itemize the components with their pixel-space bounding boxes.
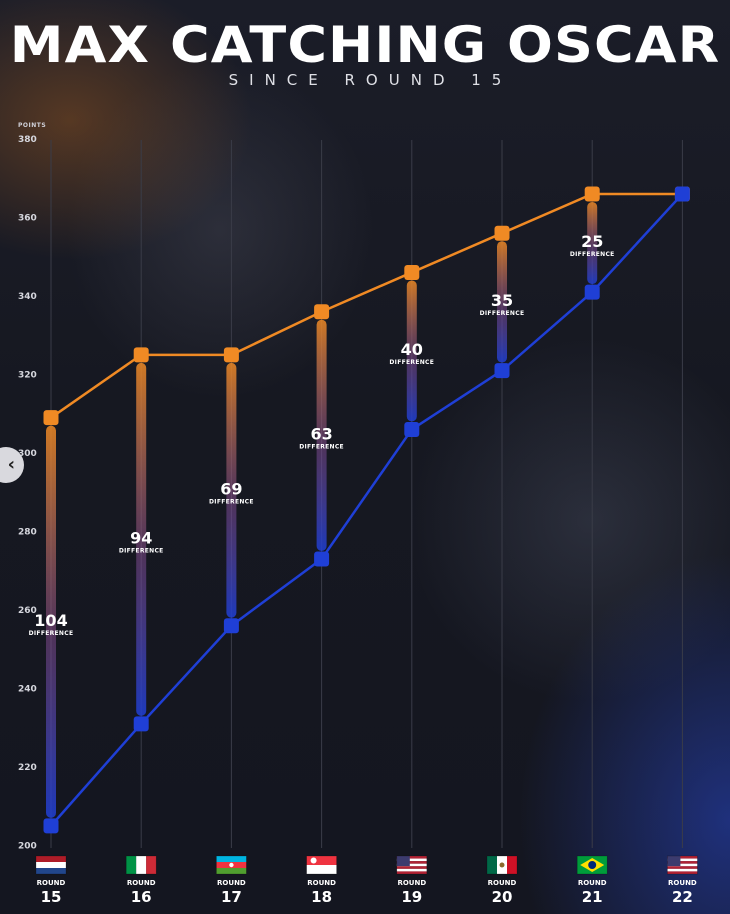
difference-value-label: 94 bbox=[130, 528, 152, 547]
x-axis-round-number: 19 bbox=[401, 888, 422, 906]
data-point-marker bbox=[224, 618, 239, 633]
data-point-marker bbox=[44, 410, 59, 425]
difference-word-label: DIFFERENCE bbox=[209, 498, 254, 505]
difference-word-label: DIFFERENCE bbox=[299, 443, 344, 450]
data-point-marker bbox=[495, 226, 510, 241]
y-tick-label: 260 bbox=[18, 606, 37, 616]
flag-italy-icon bbox=[126, 856, 156, 874]
flag-brazil-icon bbox=[577, 856, 607, 874]
difference-word-label: DIFFERENCE bbox=[570, 251, 615, 258]
data-point-marker bbox=[495, 363, 510, 378]
x-axis-round-prefix: ROUND bbox=[37, 879, 66, 887]
x-axis-round-number: 16 bbox=[131, 888, 152, 906]
y-tick-label: 200 bbox=[18, 842, 37, 852]
difference-word-label: DIFFERENCE bbox=[29, 630, 74, 637]
difference-value-label: 25 bbox=[581, 232, 603, 251]
x-axis-round-number: 15 bbox=[41, 888, 62, 906]
data-point-marker bbox=[404, 265, 419, 280]
x-axis-round-prefix: ROUND bbox=[488, 879, 517, 887]
difference-value-label: 40 bbox=[401, 340, 423, 359]
data-point-marker bbox=[44, 818, 59, 833]
x-axis-round-number: 22 bbox=[672, 888, 693, 906]
x-axis-round-prefix: ROUND bbox=[127, 879, 156, 887]
data-point-marker bbox=[585, 285, 600, 300]
difference-value-label: 63 bbox=[310, 424, 332, 443]
x-axis-round-number: 21 bbox=[582, 888, 603, 906]
flag-mexico-icon bbox=[487, 856, 517, 874]
x-axis-round-prefix: ROUND bbox=[578, 879, 607, 887]
difference-word-label: DIFFERENCE bbox=[119, 547, 164, 554]
difference-word-label: DIFFERENCE bbox=[480, 310, 525, 317]
difference-value-label: 104 bbox=[34, 611, 67, 630]
difference-value-label: 69 bbox=[220, 479, 242, 498]
chevron-left-icon: ‹ bbox=[8, 454, 15, 475]
y-tick-label: 320 bbox=[18, 371, 37, 381]
data-point-marker bbox=[314, 551, 329, 566]
y-tick-label: 380 bbox=[18, 135, 37, 145]
flag-azerbaijan-icon bbox=[216, 856, 246, 874]
x-axis-round-number: 17 bbox=[221, 888, 242, 906]
difference-value-label: 35 bbox=[491, 291, 513, 310]
y-tick-label: 360 bbox=[18, 214, 37, 224]
y-tick-label: 280 bbox=[18, 528, 37, 538]
data-point-marker bbox=[314, 304, 329, 319]
x-axis-round-number: 20 bbox=[492, 888, 513, 906]
data-point-marker bbox=[224, 347, 239, 362]
x-axis-round-number: 18 bbox=[311, 888, 332, 906]
flag-usa-icon bbox=[397, 856, 427, 874]
y-tick-label: 340 bbox=[18, 292, 37, 302]
x-axis-round-prefix: ROUND bbox=[217, 879, 246, 887]
data-point-marker bbox=[404, 422, 419, 437]
data-point-marker bbox=[675, 186, 690, 201]
x-axis-round-prefix: ROUND bbox=[668, 879, 697, 887]
flag-netherlands-icon bbox=[36, 856, 66, 874]
x-axis-round-prefix: ROUND bbox=[307, 879, 336, 887]
data-point-marker bbox=[134, 716, 149, 731]
data-point-marker bbox=[585, 186, 600, 201]
flag-usa-icon bbox=[667, 856, 697, 874]
y-tick-label: 240 bbox=[18, 685, 37, 695]
data-point-marker bbox=[134, 347, 149, 362]
flag-singapore-icon bbox=[307, 856, 337, 874]
difference-word-label: DIFFERENCE bbox=[389, 359, 434, 366]
y-tick-label: 220 bbox=[18, 763, 37, 773]
x-axis-round-prefix: ROUND bbox=[397, 879, 426, 887]
